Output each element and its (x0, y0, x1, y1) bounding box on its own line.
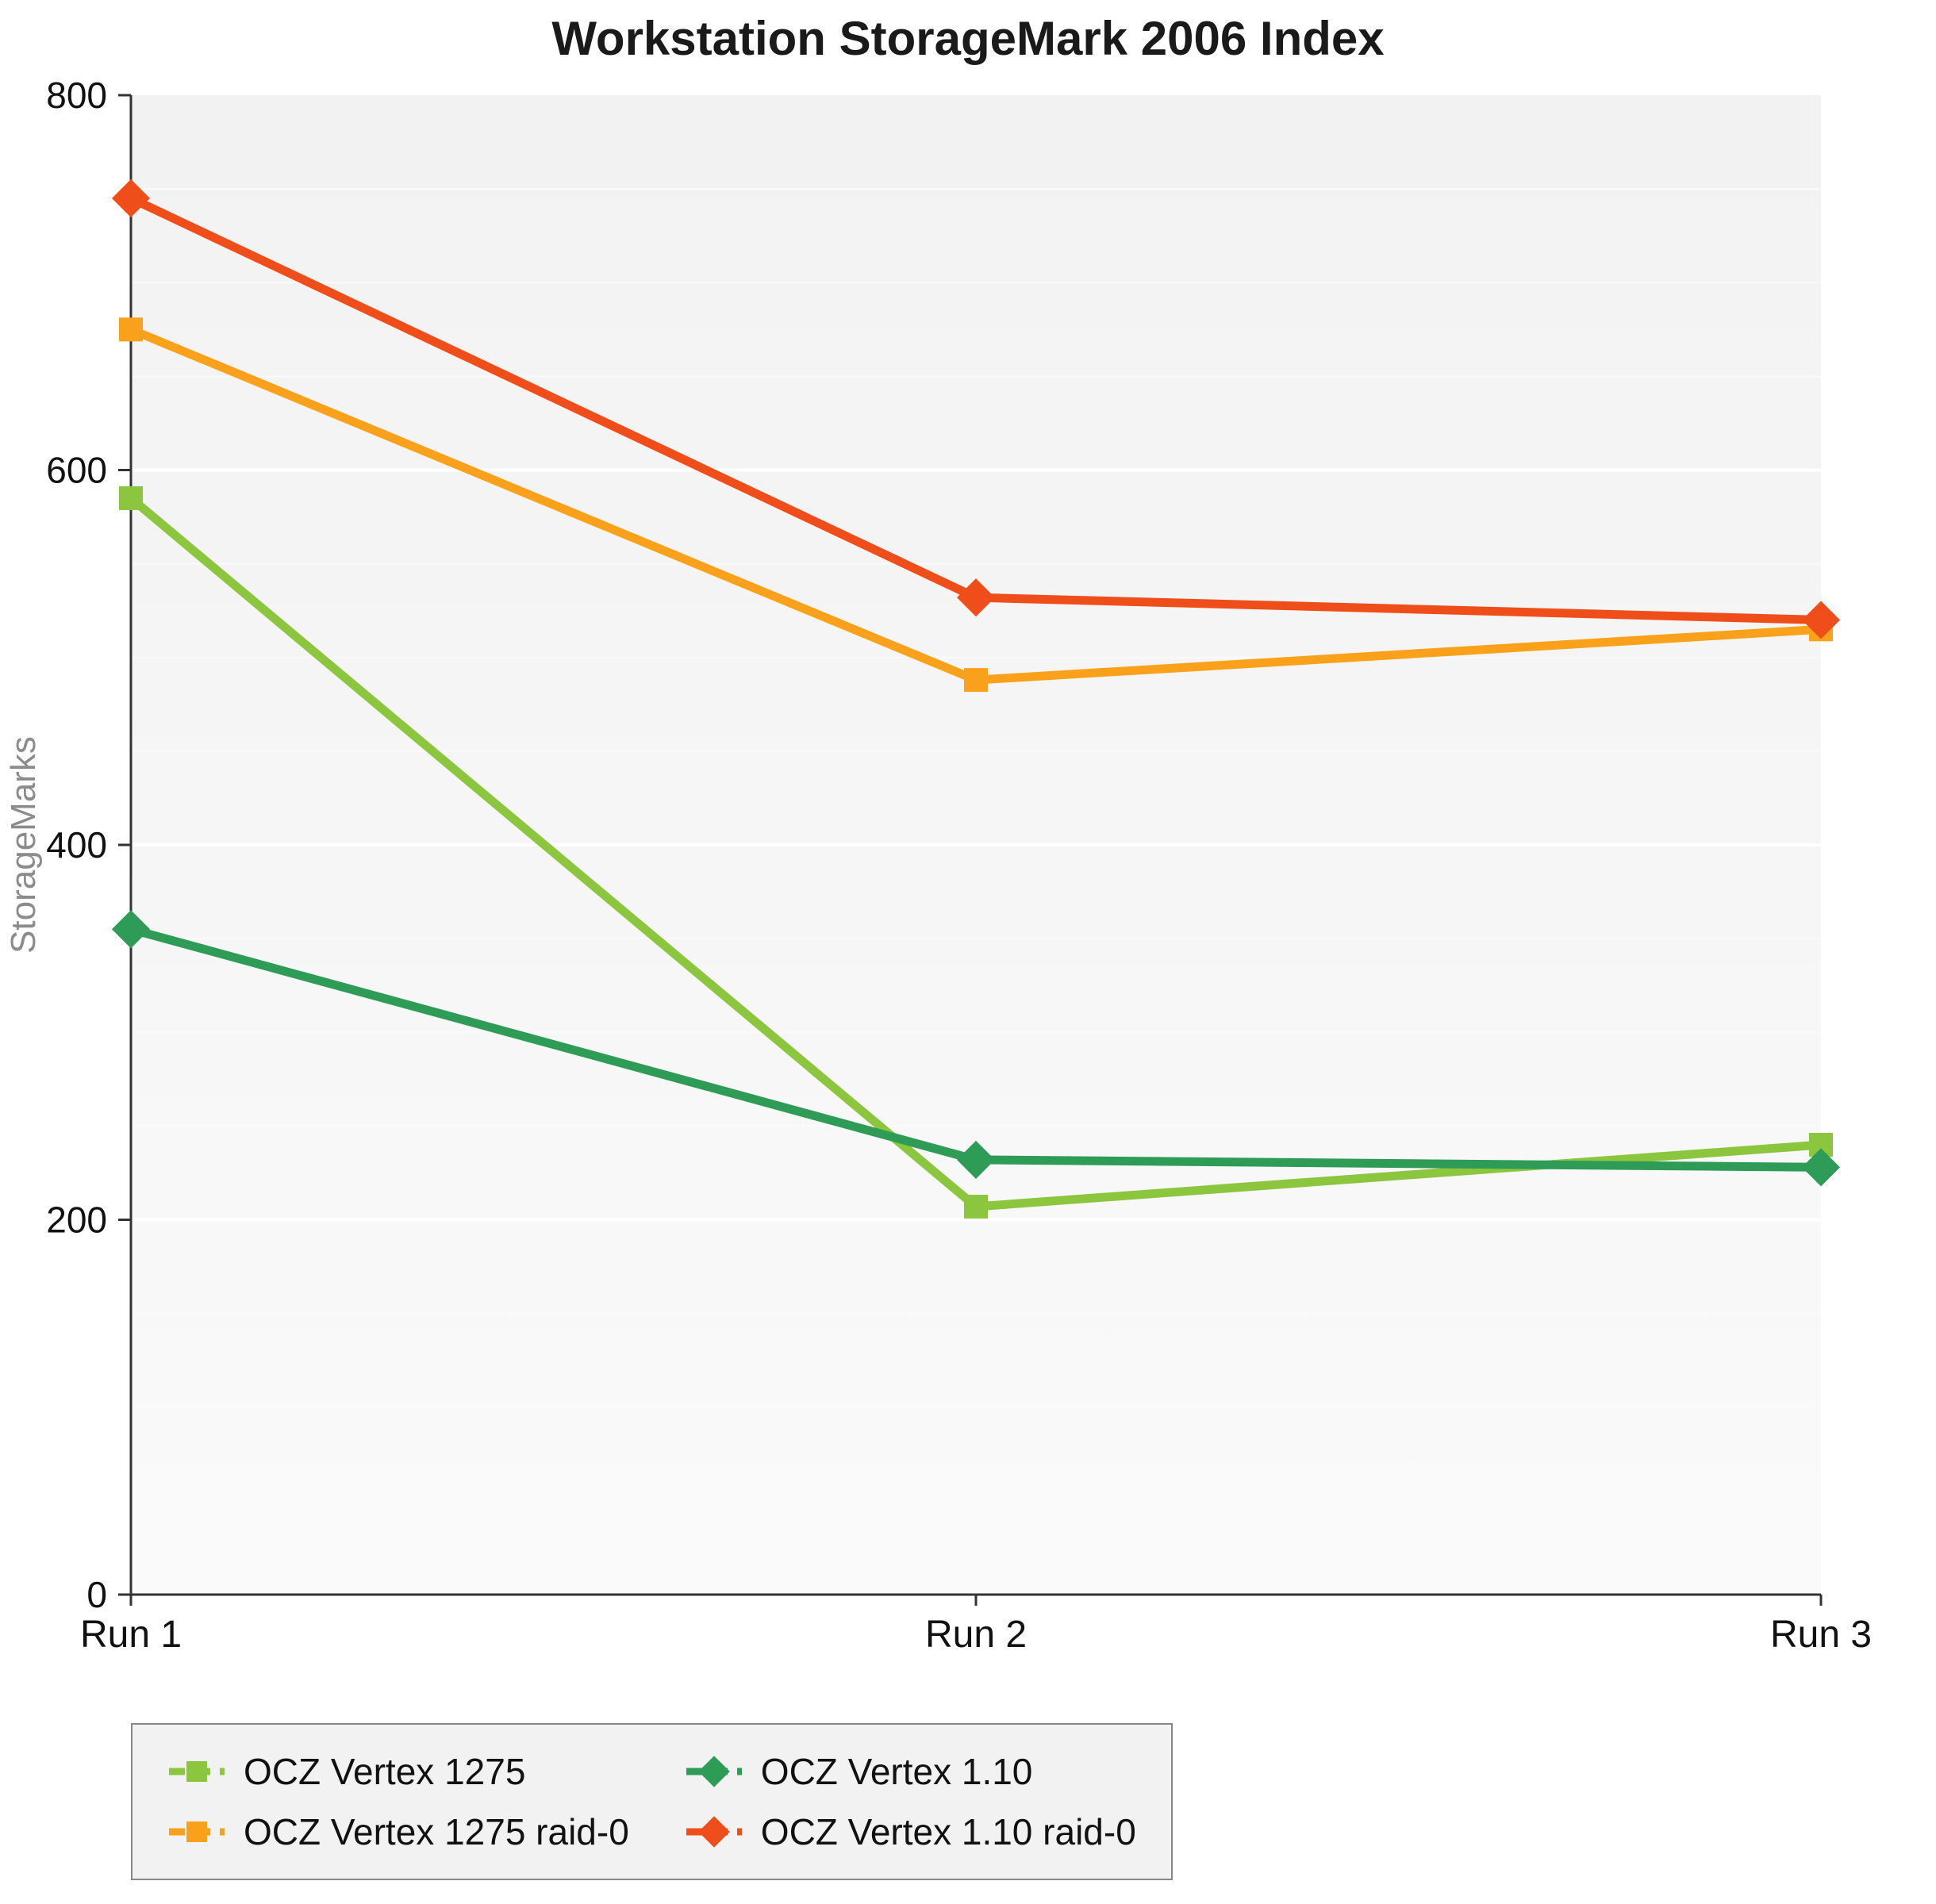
legend-square-marker-icon (169, 1821, 225, 1842)
legend-label: OCZ Vertex 1.10 (760, 1751, 1033, 1792)
legend-label: OCZ Vertex 1.10 raid-0 (760, 1811, 1136, 1852)
y-tick-label: 600 (46, 450, 107, 491)
legend-item-1: OCZ Vertex 1275 raid-0 (167, 1810, 629, 1853)
x-axis-label: Run 1 (80, 1614, 182, 1656)
legend-label: OCZ Vertex 1275 (244, 1751, 526, 1792)
series-1-point-0-marker (119, 317, 143, 342)
legend-label: OCZ Vertex 1275 raid-0 (244, 1811, 629, 1852)
series-2-point-2-marker (1801, 1148, 1841, 1187)
series-0-point-1-marker (964, 1194, 988, 1219)
chart-title: Workstation StorageMark 2006 Index (551, 12, 1385, 65)
y-tick-label: 0 (86, 1574, 107, 1615)
legend-square-marker-icon (169, 1761, 225, 1782)
legend: OCZ Vertex 1275 OCZ Vertex 1275 raid-0 OCZ… (131, 1723, 1173, 1880)
legend-item-2: OCZ Vertex 1.10 (685, 1750, 1136, 1793)
line-chart: 0 200 400 600 800 Run 1 Run 2 Run 3 (46, 75, 1872, 1656)
x-axis-label: Run 3 (1770, 1614, 1872, 1656)
y-tick-label: 800 (46, 75, 107, 116)
legend-diamond-marker-icon (686, 1816, 742, 1848)
legend-diamond-marker-icon (686, 1756, 742, 1787)
series-0-point-0-marker (119, 486, 143, 510)
series-1-point-1-marker (964, 668, 988, 693)
x-axis-label: Run 2 (925, 1614, 1027, 1656)
legend-item-0: OCZ Vertex 1275 (167, 1750, 629, 1793)
series-3-point-0-marker (111, 178, 151, 217)
series-3-point-2-marker (1801, 601, 1841, 639)
y-tick-label: 400 (46, 824, 107, 866)
y-tick-label: 200 (46, 1200, 107, 1241)
legend-item-3: OCZ Vertex 1.10 raid-0 (685, 1810, 1136, 1853)
